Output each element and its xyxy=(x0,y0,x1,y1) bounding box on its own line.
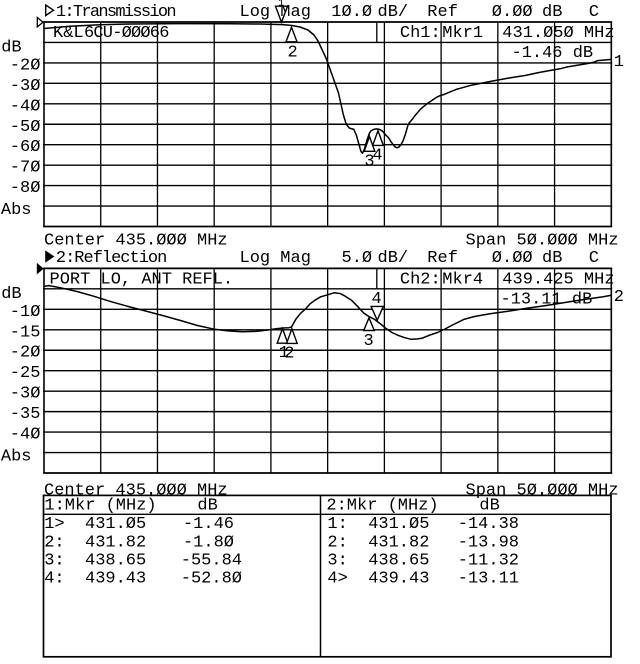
svg-text:Ref: Ref xyxy=(427,249,458,268)
svg-text:1> 431.Ø5: 1> 431.Ø5 xyxy=(44,515,146,534)
svg-text:4: 4 xyxy=(372,146,382,165)
svg-text:Mkr4: Mkr4 xyxy=(442,271,483,290)
svg-text:Abs: Abs xyxy=(1,448,32,467)
svg-text:4> 439.43: 4> 439.43 xyxy=(327,570,429,589)
svg-text:2: 2 xyxy=(288,44,298,63)
svg-text:Span 5Ø.ØØØ MHz: Span 5Ø.ØØØ MHz xyxy=(466,231,619,250)
svg-text:dB: dB xyxy=(1,39,21,58)
svg-text:-13.11 dB: -13.11 dB xyxy=(501,290,593,309)
svg-text:-15: -15 xyxy=(10,323,41,342)
svg-text:-1Ø: -1Ø xyxy=(10,303,41,322)
svg-text:1: 431.Ø5: 1: 431.Ø5 xyxy=(327,515,429,534)
svg-text:K&L: K&L xyxy=(53,24,84,43)
svg-text:4: 439.43: 4: 439.43 xyxy=(44,570,146,589)
svg-text:Ø.ØØ: Ø.ØØ xyxy=(492,3,533,22)
svg-text:3: 438.65: 3: 438.65 xyxy=(327,551,429,570)
svg-text:Mkr1: Mkr1 xyxy=(442,24,483,43)
svg-text:431.Ø5Ø MHz: 431.Ø5Ø MHz xyxy=(502,24,614,43)
svg-text:dB/: dB/ xyxy=(378,249,409,268)
svg-text:2: 2 xyxy=(284,345,294,364)
svg-text:6CU-ØØØ66: 6CU-ØØØ66 xyxy=(84,24,169,43)
svg-text:-14.38: -14.38 xyxy=(458,515,519,534)
svg-text:dB: dB xyxy=(542,3,562,22)
svg-text:-52.8Ø: -52.8Ø xyxy=(181,570,242,589)
svg-text:Ch2:: Ch2: xyxy=(400,271,441,290)
svg-text:-2Ø: -2Ø xyxy=(10,56,41,75)
svg-text:Log Mag: Log Mag xyxy=(240,249,311,268)
svg-text:-13.98: -13.98 xyxy=(458,533,519,552)
svg-text:-1.8Ø: -1.8Ø xyxy=(183,533,234,552)
svg-text:1: 1 xyxy=(278,0,284,10)
svg-text:-4Ø: -4Ø xyxy=(10,97,41,116)
svg-text:Ch1:: Ch1: xyxy=(400,24,441,43)
svg-text:Center 435.ØØØ MHz: Center 435.ØØØ MHz xyxy=(44,482,228,501)
svg-text:Span 5Ø.ØØØ MHz: Span 5Ø.ØØØ MHz xyxy=(466,482,619,501)
svg-text:-8Ø: -8Ø xyxy=(10,179,41,198)
svg-text:4: 4 xyxy=(372,290,382,309)
svg-text:-4Ø: -4Ø xyxy=(10,426,41,445)
svg-text:-1.46 dB: -1.46 dB xyxy=(512,44,594,63)
svg-text:1: 1 xyxy=(279,344,289,363)
svg-text:Abs: Abs xyxy=(1,201,32,220)
svg-text:Ref: Ref xyxy=(427,3,458,22)
svg-text:PORT LO, ANT REFL.: PORT LO, ANT REFL. xyxy=(50,271,234,290)
svg-text:-35: -35 xyxy=(10,405,41,424)
svg-text:-5Ø: -5Ø xyxy=(10,118,41,137)
svg-text:2:Reflection: 2:Reflection xyxy=(56,249,166,268)
svg-text:-7Ø: -7Ø xyxy=(10,159,41,178)
svg-text:1: 1 xyxy=(614,53,624,72)
svg-text:3: 3 xyxy=(364,153,374,172)
svg-text:2: 431.82: 2: 431.82 xyxy=(327,533,429,552)
svg-text:2:Mkr (MHz) dB: 2:Mkr (MHz) dB xyxy=(326,497,499,516)
svg-text:-13.11: -13.11 xyxy=(458,570,519,589)
svg-text:1:Mkr (MHz) dB: 1:Mkr (MHz) dB xyxy=(44,497,217,516)
svg-text:-55.84: -55.84 xyxy=(181,551,242,570)
svg-text:Log Mag: Log Mag xyxy=(240,3,311,22)
svg-text:Center 435.ØØØ MHz: Center 435.ØØØ MHz xyxy=(44,231,228,250)
svg-text:dB/: dB/ xyxy=(378,3,409,22)
svg-text:dB: dB xyxy=(1,285,21,304)
svg-text:dB: dB xyxy=(542,249,562,268)
svg-text:1Ø.Ø: 1Ø.Ø xyxy=(331,3,372,22)
svg-text:3: 3 xyxy=(364,332,374,351)
svg-text:5.Ø: 5.Ø xyxy=(342,249,373,268)
svg-text:-2Ø: -2Ø xyxy=(10,344,41,363)
svg-text:Ø.ØØ: Ø.ØØ xyxy=(492,249,533,268)
svg-text:C: C xyxy=(589,249,599,268)
svg-text:1:Transmission: 1:Transmission xyxy=(56,3,176,22)
svg-text:C: C xyxy=(589,3,599,22)
svg-text:3: 438.65: 3: 438.65 xyxy=(44,551,146,570)
svg-text:2: 431.82: 2: 431.82 xyxy=(44,533,146,552)
svg-text:439.425 MHz: 439.425 MHz xyxy=(502,271,614,290)
svg-text:-25: -25 xyxy=(10,364,41,383)
svg-text:2: 2 xyxy=(614,288,624,307)
svg-text:-6Ø: -6Ø xyxy=(10,138,41,157)
svg-text:-3Ø: -3Ø xyxy=(10,385,41,404)
svg-text:-3Ø: -3Ø xyxy=(10,77,41,96)
svg-text:-11.32: -11.32 xyxy=(458,551,519,570)
svg-text:-1.46: -1.46 xyxy=(183,515,234,534)
